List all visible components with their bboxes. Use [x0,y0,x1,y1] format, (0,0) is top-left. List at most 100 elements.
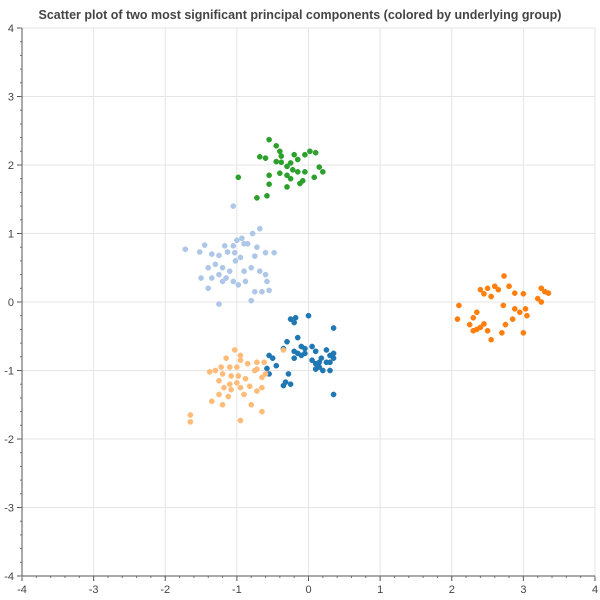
scatter-point-series-1 [248,264,255,271]
y-tick-label: 2 [8,160,14,172]
scatter-point-series-3 [273,362,280,369]
scatter-point-series-3 [264,365,270,372]
scatter-point-series-2 [481,321,487,327]
scatter-point-series-2 [481,290,487,297]
y-tick-label: 0 [8,297,14,309]
scatter-point-series-2 [484,285,491,292]
scatter-point-series-4 [251,367,258,374]
scatter-point-series-0 [316,164,323,170]
scatter-point-series-2 [454,316,461,322]
scatter-point-series-2 [499,329,505,336]
scatter-point-series-4 [237,357,244,364]
scatter-point-series-1 [198,275,204,281]
scatter-point-series-4 [259,374,265,381]
y-tick-label: -3 [4,503,14,515]
scatter-point-series-0 [266,172,272,179]
scatter-point-series-0 [289,166,296,173]
scatter-point-series-0 [254,195,260,201]
scatter-point-series-1 [223,275,229,281]
scatter-point-series-3 [294,350,301,357]
scatter-point-series-1 [216,271,222,278]
scatter-point-series-3 [330,355,337,362]
scatter-point-series-0 [273,142,280,149]
scatter-point-series-4 [228,386,234,393]
scatter-point-series-3 [327,367,333,374]
scatter-point-series-0 [294,156,301,163]
scatter-point-series-4 [244,360,251,367]
scatter-point-series-2 [538,285,545,292]
scatter-point-series-2 [500,302,507,309]
y-tick-label: 1 [8,229,14,241]
scatter-point-series-1 [259,288,265,295]
scatter-point-series-3 [292,314,299,321]
scatter-point-series-3 [312,348,319,355]
scatter-point-series-1 [237,254,244,261]
scatter-point-series-4 [237,417,244,424]
scatter-point-series-4 [237,384,244,391]
scatter-point-series-0 [297,180,303,187]
y-tick-label: -4 [4,571,14,583]
scatter-point-series-0 [291,151,298,158]
scatter-point-series-1 [230,203,237,209]
scatter-point-series-0 [273,158,280,165]
scatter-point-series-0 [278,153,285,159]
scatter-point-series-4 [234,379,240,386]
scatter-point-series-1 [241,240,247,247]
scatter-point-series-0 [278,159,285,166]
scatter-point-series-4 [228,373,234,379]
scatter-point-series-4 [223,355,229,362]
scatter-point-series-0 [302,169,308,175]
scatter-point-series-1 [251,253,258,259]
scatter-point-series-1 [230,242,237,249]
scatter-point-series-4 [187,419,194,425]
scatter-point-series-0 [284,184,290,190]
x-tick-label: -1 [232,584,242,596]
scatter-point-series-3 [316,364,323,370]
scatter-point-series-4 [221,384,227,391]
scatter-point-series-0 [264,192,270,199]
grid [21,27,596,577]
scatter-point-series-1 [205,285,212,292]
x-tick-label: -3 [89,584,99,596]
scatter-point-series-4 [259,384,265,391]
scatter-point-series-1 [266,287,272,294]
scatter-point-series-1 [254,244,260,251]
scatter-point-series-1 [234,237,240,244]
scatter-point-series-1 [256,225,263,232]
scatter-point-series-4 [225,393,232,400]
scatter-point-series-3 [291,355,298,362]
scatter-point-series-2 [520,329,527,336]
scatter-point-series-3 [269,355,276,362]
y-tick-label: -2 [4,434,14,446]
scatter-point-series-2 [506,283,512,290]
scatter-point-series-2 [470,327,477,334]
scatter-point-series-2 [484,327,491,334]
scatter-point-series-2 [477,286,484,293]
scatter-point-series-0 [312,149,319,156]
axes: -4 -3 -2 -1 0 1 2 3 4 -4 -3 -2 -1 0 1 2 3 4 [4,23,598,596]
scatter-point-series-3 [330,325,337,331]
x-tick-label: 1 [377,584,383,596]
scatter-point-series-4 [235,373,242,379]
scatter-point-series-1 [196,249,203,255]
scatter-point-series-0 [287,160,294,166]
scatter-point-series-0 [284,163,290,170]
scatter-point-series-1 [242,278,249,285]
scatter-point-series-1 [208,275,215,281]
scatter-point-series-4 [206,369,213,375]
scatter-point-series-1 [262,249,269,256]
scatter-point-series-4 [241,391,247,398]
scatter-point-series-3 [287,381,294,388]
scatter-point-series-1 [249,230,256,237]
scatter-point-series-1 [226,268,233,275]
scatter-point-series-4 [234,364,240,370]
scatter-point-series-2 [488,293,494,300]
x-tick-label: 0 [305,584,311,596]
scatter-point-series-4 [237,352,244,359]
scatter-point-series-4 [226,381,233,388]
scatter-point-series-3 [330,350,337,357]
scatter-point-series-1 [248,297,255,304]
scatter-point-series-0 [287,175,294,182]
scatter-point-series-1 [205,264,212,271]
